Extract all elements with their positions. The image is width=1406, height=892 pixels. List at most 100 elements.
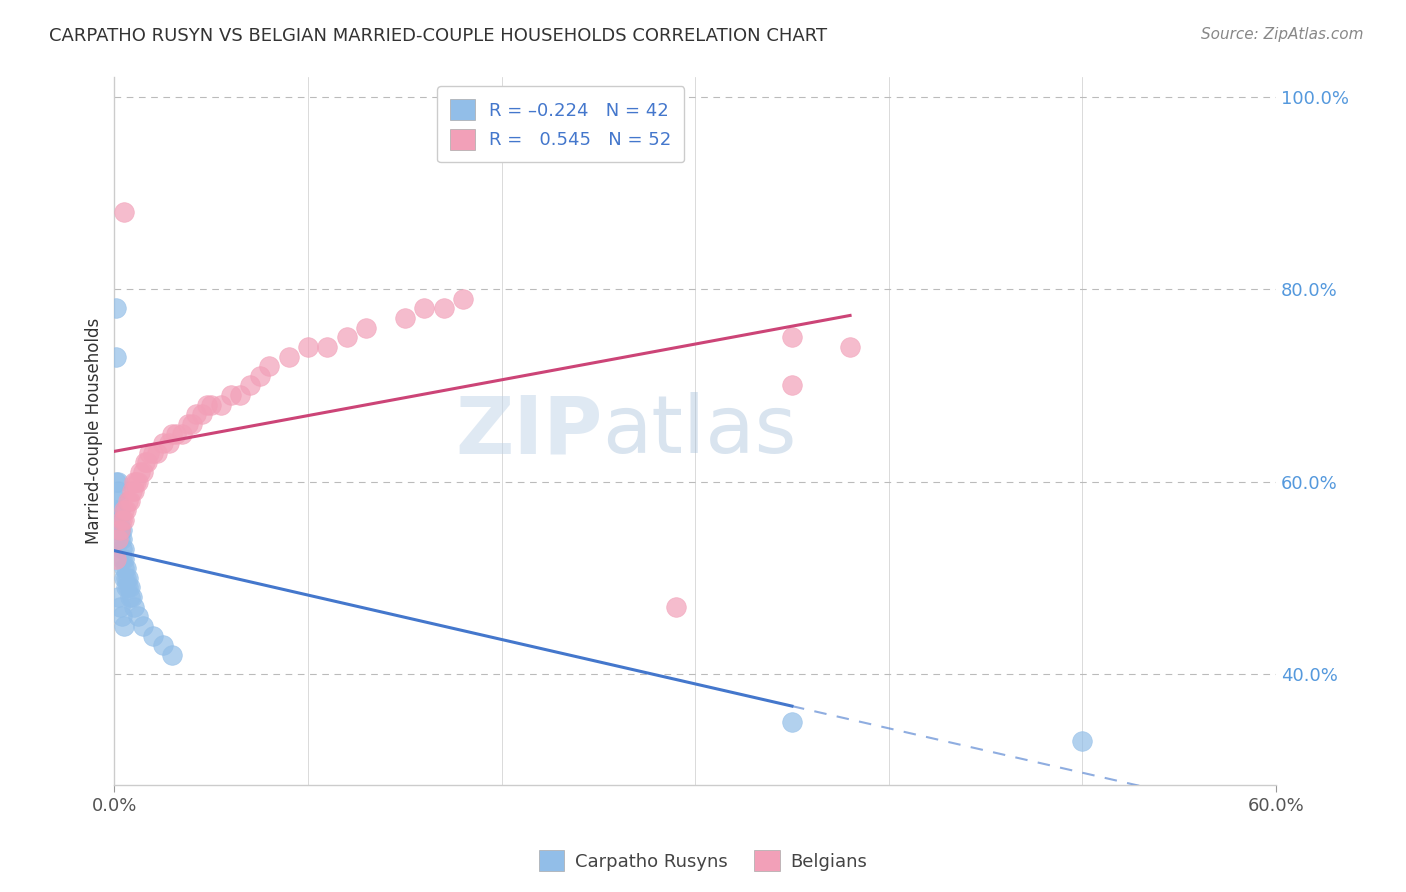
- Point: [177, 417, 200, 431]
- Point: [110, 533, 132, 547]
- Point: [152, 436, 174, 450]
- Point: [128, 465, 150, 479]
- Point: [111, 541, 134, 556]
- Point: [200, 398, 222, 412]
- Point: [112, 619, 135, 633]
- Point: [107, 484, 129, 499]
- Point: [111, 523, 134, 537]
- Point: [105, 503, 128, 517]
- Point: [112, 503, 135, 517]
- Point: [162, 426, 184, 441]
- Point: [111, 533, 134, 547]
- Point: [122, 475, 145, 489]
- Point: [122, 599, 145, 614]
- Point: [413, 301, 436, 316]
- Point: [105, 551, 128, 566]
- Point: [115, 571, 138, 585]
- Point: [105, 350, 128, 364]
- Point: [152, 638, 174, 652]
- Point: [111, 513, 134, 527]
- Point: [190, 407, 212, 421]
- Point: [122, 484, 145, 499]
- Point: [172, 426, 194, 441]
- Point: [146, 446, 169, 460]
- Point: [110, 523, 132, 537]
- Point: [839, 340, 862, 354]
- Point: [134, 455, 156, 469]
- Point: [249, 368, 271, 383]
- Text: CARPATHO RUSYN VS BELGIAN MARRIED-COUPLE HOUSEHOLDS CORRELATION CHART: CARPATHO RUSYN VS BELGIAN MARRIED-COUPLE…: [49, 27, 827, 45]
- Point: [112, 551, 135, 566]
- Point: [117, 581, 139, 595]
- Point: [451, 292, 474, 306]
- Point: [277, 350, 299, 364]
- Point: [780, 378, 803, 392]
- Point: [117, 494, 139, 508]
- Point: [118, 581, 141, 595]
- Point: [112, 571, 135, 585]
- Point: [121, 484, 143, 499]
- Point: [107, 475, 129, 489]
- Point: [110, 503, 132, 517]
- Point: [209, 398, 232, 412]
- Point: [180, 417, 202, 431]
- Point: [115, 581, 138, 595]
- Point: [107, 513, 129, 527]
- Point: [219, 388, 242, 402]
- Point: [117, 571, 139, 585]
- Point: [112, 541, 135, 556]
- Point: [127, 475, 149, 489]
- Point: [1071, 734, 1094, 748]
- Point: [107, 533, 129, 547]
- Point: [394, 311, 416, 326]
- Point: [112, 205, 135, 219]
- Point: [121, 590, 143, 604]
- Point: [136, 455, 159, 469]
- Point: [229, 388, 252, 402]
- Point: [354, 320, 377, 334]
- Legend: Carpatho Rusyns, Belgians: Carpatho Rusyns, Belgians: [531, 843, 875, 879]
- Point: [110, 513, 132, 527]
- Point: [112, 513, 135, 527]
- Point: [115, 503, 138, 517]
- Point: [432, 301, 454, 316]
- Point: [107, 494, 129, 508]
- Point: [142, 629, 165, 643]
- Point: [297, 340, 319, 354]
- Point: [115, 561, 138, 575]
- Point: [107, 590, 129, 604]
- Point: [111, 551, 134, 566]
- Point: [105, 475, 128, 489]
- Point: [336, 330, 359, 344]
- Point: [316, 340, 339, 354]
- Point: [111, 609, 134, 624]
- Point: [132, 465, 155, 479]
- Point: [195, 398, 218, 412]
- Text: Source: ZipAtlas.com: Source: ZipAtlas.com: [1201, 27, 1364, 42]
- Y-axis label: Married-couple Households: Married-couple Households: [86, 318, 103, 544]
- Point: [132, 619, 155, 633]
- Text: ZIP: ZIP: [456, 392, 602, 470]
- Point: [127, 609, 149, 624]
- Point: [105, 301, 128, 316]
- Point: [259, 359, 281, 373]
- Point: [110, 523, 132, 537]
- Point: [239, 378, 262, 392]
- Point: [105, 523, 128, 537]
- Point: [162, 648, 184, 662]
- Point: [112, 561, 135, 575]
- Point: [184, 407, 207, 421]
- Point: [138, 446, 160, 460]
- Point: [125, 475, 148, 489]
- Point: [110, 523, 132, 537]
- Point: [142, 446, 165, 460]
- Point: [118, 590, 141, 604]
- Point: [165, 426, 187, 441]
- Point: [665, 599, 688, 614]
- Point: [780, 715, 803, 730]
- Point: [118, 494, 141, 508]
- Point: [780, 330, 803, 344]
- Point: [110, 599, 132, 614]
- Text: atlas: atlas: [602, 392, 797, 470]
- Legend: R = –0.224   N = 42, R =   0.545   N = 52: R = –0.224 N = 42, R = 0.545 N = 52: [437, 87, 685, 162]
